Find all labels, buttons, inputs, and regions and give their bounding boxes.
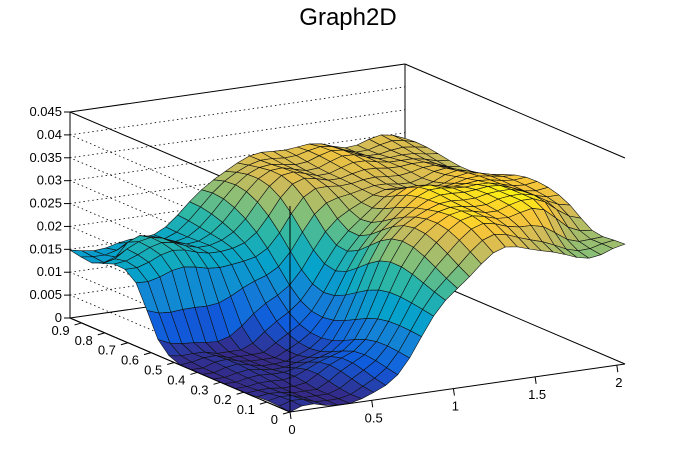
y-tick-label: 0.3	[190, 382, 208, 397]
z-grid-line-left-wall	[69, 248, 291, 344]
z-tick-label: 0.01	[37, 264, 62, 279]
x-tick-label: 0	[288, 422, 295, 437]
z-grid-line-left-wall	[69, 157, 291, 253]
z-tick-label: 0.045	[29, 104, 62, 119]
y-tick-label: 0.2	[214, 392, 232, 407]
z-tick-label: 0.02	[37, 218, 62, 233]
x-tick	[452, 388, 455, 396]
y-tick	[97, 332, 105, 336]
y-tick	[213, 381, 221, 385]
y-tick-label: 0.4	[167, 372, 185, 387]
chart-title: Graph2D	[299, 4, 397, 31]
y-axis-line	[69, 317, 291, 413]
y-tick-label: 0.8	[75, 333, 93, 348]
z-tick-label: 0	[55, 310, 62, 325]
z-tick-label: 0.025	[29, 196, 62, 211]
z-grid-line-left-wall	[69, 180, 291, 276]
y-tick	[120, 342, 129, 346]
z-grid-line-left-wall	[69, 294, 291, 390]
z-tick-label: 0.04	[37, 127, 62, 142]
y-tick	[167, 362, 175, 366]
box-front-edges	[289, 206, 626, 413]
y-tick-label: 0.9	[52, 323, 70, 338]
grid-layer	[69, 86, 406, 390]
y-tick	[236, 391, 244, 395]
z-grid-line-left-wall	[69, 226, 291, 321]
z-tick-label: 0.015	[29, 241, 62, 256]
y-tick	[74, 322, 82, 326]
surface-mesh	[69, 134, 626, 413]
z-tick-label: 0.035	[29, 150, 62, 165]
x-tick-label: 1.5	[528, 387, 546, 402]
y-tick-label: 0	[271, 412, 278, 427]
z-tick-label: 0.03	[37, 173, 62, 188]
box-edge-front	[289, 363, 626, 413]
box-edge	[404, 63, 626, 159]
z-grid-line-left-wall	[69, 203, 291, 298]
axis-layer: 0 0.005 0.01 0.015 0.02 0.025 0.03 0.035 0.04 0.0…	[29, 104, 622, 437]
surface-cell	[601, 239, 626, 249]
x-tick	[616, 365, 619, 373]
z-grid-line-left-wall	[69, 271, 291, 367]
x-tick-label: 1	[452, 399, 459, 414]
z-grid-line-left-wall	[69, 134, 291, 230]
y-tick-label: 0.5	[144, 363, 162, 378]
y-tick	[259, 401, 267, 405]
box-edge	[69, 63, 406, 113]
x-tick	[534, 376, 537, 384]
z-tick-label: 0.005	[29, 287, 62, 302]
y-tick	[143, 352, 152, 356]
y-tick-label: 0.7	[98, 343, 116, 358]
z-grid-line-back-wall	[69, 86, 406, 136]
x-tick-label: 2	[615, 375, 622, 390]
y-tick-label: 0.1	[237, 402, 255, 417]
y-tick	[282, 411, 291, 415]
x-tick-label: 0.5	[365, 410, 383, 425]
y-tick	[190, 371, 198, 375]
x-tick	[371, 400, 374, 408]
x-tick	[289, 411, 292, 420]
y-tick-label: 0.6	[121, 353, 139, 368]
